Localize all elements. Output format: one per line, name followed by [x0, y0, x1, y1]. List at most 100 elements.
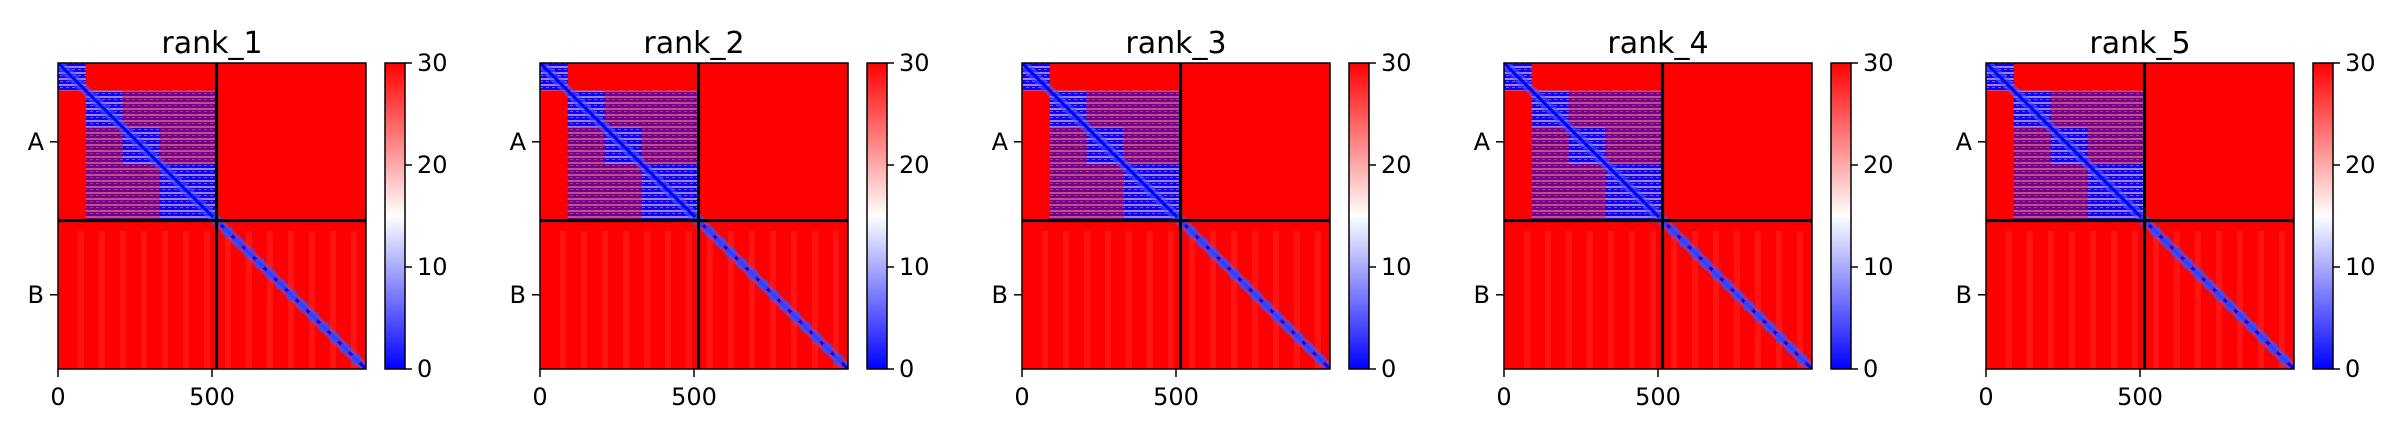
- colorbar-tick-label: 20: [2345, 151, 2376, 179]
- chain-b-diagonal-block: [255, 258, 265, 268]
- heatmap-noise-band: [728, 231, 734, 369]
- x-tick-label: 500: [2117, 383, 2163, 411]
- x-tick-label: 0: [1496, 383, 1511, 411]
- heatmap-noise-band: [2048, 231, 2054, 369]
- chain-b-diagonal-block: [790, 311, 800, 321]
- panel-4: rank_4 A B 0 500 0 10 20 30: [1474, 26, 1894, 411]
- colorbar-tick-label: 10: [2345, 253, 2376, 281]
- heatmap-noise-band: [1524, 231, 1530, 369]
- heatmap-noise-band: [1650, 231, 1656, 369]
- heatmap-noise-band: [183, 231, 189, 369]
- heatmap-noise-band: [141, 231, 147, 369]
- colorbar-tick-label: 30: [1863, 49, 1894, 77]
- heatmap-noise-band: [665, 231, 671, 369]
- chain-b-diagonal-block: [1229, 269, 1239, 279]
- colorbar-tick-label: 0: [899, 355, 914, 383]
- chain-b-diagonal-block: [2236, 311, 2246, 321]
- inter-domain-patch: [604, 163, 642, 221]
- chain-b-diagonal-block: [1765, 322, 1775, 332]
- heatmap-noise-band: [78, 231, 84, 369]
- chain-b-diagonal-block: [769, 290, 779, 300]
- inter-domain-patch: [1086, 163, 1124, 221]
- chain-b-diagonal-block: [1701, 258, 1711, 268]
- chain-b-diagonal-block: [2257, 333, 2267, 343]
- heatmap-noise-band: [2069, 231, 2075, 369]
- y-tick-label: A: [1956, 128, 1973, 156]
- chain-b-diagonal-block: [833, 354, 843, 364]
- chain-b-diagonal-block: [1754, 311, 1764, 321]
- y-tick-label: B: [28, 281, 44, 309]
- heatmap-matrix: [1504, 63, 1812, 369]
- inter-domain-patch: [122, 90, 160, 128]
- chain-b-diagonal-block: [276, 280, 286, 290]
- chain-b-diagonal-block: [1219, 258, 1229, 268]
- panel-title: rank_1: [161, 26, 262, 61]
- heatmap-noise-band: [2153, 231, 2159, 369]
- chain-b-diagonal-block: [2172, 248, 2182, 258]
- heatmap-noise-band: [707, 231, 713, 369]
- chain-b-diagonal-block: [1293, 333, 1303, 343]
- heatmap-noise-band: [1315, 231, 1321, 369]
- panel-title: rank_5: [2089, 26, 2190, 61]
- chain-b-diagonal-block: [726, 248, 736, 258]
- x-tick-label: 500: [1635, 383, 1681, 411]
- chain-b-diagonal-block: [1743, 301, 1753, 311]
- inter-domain-patch: [1568, 90, 1606, 128]
- panel-title: rank_2: [643, 26, 744, 61]
- y-tick-label: B: [1956, 281, 1972, 309]
- y-tick-label: A: [1474, 128, 1491, 156]
- chain-b-diagonal-block: [1208, 248, 1218, 258]
- chain-b-diagonal-block: [319, 322, 329, 332]
- chain-b-diagonal-block: [1797, 354, 1807, 364]
- heatmap-noise-band: [1713, 231, 1719, 369]
- chain-b-diagonal-block: [308, 311, 318, 321]
- colorbar-tick-label: 0: [417, 355, 432, 383]
- chain-b-diagonal-block: [244, 248, 254, 258]
- inter-domain-patch: [85, 127, 123, 164]
- heatmap-noise-band: [560, 231, 566, 369]
- heatmap-noise-band: [267, 231, 273, 369]
- heatmap-noise-band: [1566, 231, 1572, 369]
- heatmap-matrix: [58, 63, 366, 369]
- heatmap-noise-band: [812, 231, 818, 369]
- heatmap-noise-band: [1692, 231, 1698, 369]
- chain-b-diagonal-block: [1304, 343, 1314, 353]
- heatmap-noise-band: [2027, 231, 2033, 369]
- chain-b-diagonal-block: [1272, 311, 1282, 321]
- x-tick-label: 0: [50, 383, 65, 411]
- panel-5: rank_5 A B 0 500 0 10 20 30: [1956, 26, 2376, 411]
- inter-domain-patch: [2087, 127, 2145, 164]
- inter-domain-patch: [567, 163, 605, 221]
- colorbar: [1830, 62, 1852, 370]
- chain-b-diagonal-block: [1711, 269, 1721, 279]
- chain-b-diagonal-block: [2279, 354, 2289, 364]
- colorbar: [866, 62, 888, 370]
- colorbar-tick-label: 30: [417, 49, 448, 77]
- panel-2: rank_2 A B 0 500 0 10 20 30: [510, 26, 930, 411]
- chain-b-diagonal-block: [758, 280, 768, 290]
- colorbar-tick-label: 30: [899, 49, 930, 77]
- heatmap-noise-band: [2111, 231, 2117, 369]
- heatmap-noise-band: [833, 231, 839, 369]
- inter-domain-patch: [1123, 127, 1181, 164]
- heatmap-noise-band: [2174, 231, 2180, 369]
- inter-domain-patch: [1086, 90, 1124, 128]
- chain-b-diagonal-block: [1786, 343, 1796, 353]
- y-tick-label: B: [992, 281, 1008, 309]
- chain-b-diagonal-block: [351, 354, 361, 364]
- x-tick-label: 0: [1978, 383, 1993, 411]
- colorbar-tick-label: 10: [899, 253, 930, 281]
- heatmap-noise-band: [330, 231, 336, 369]
- heatmap-noise-band: [1189, 231, 1195, 369]
- colorbar-tick-label: 20: [1381, 151, 1412, 179]
- heatmap-noise-band: [1126, 231, 1132, 369]
- chain-b-diagonal-block: [1690, 248, 1700, 258]
- chain-b-diagonal-block: [297, 301, 307, 311]
- heatmap-noise-band: [1147, 231, 1153, 369]
- inter-domain-patch: [604, 90, 642, 128]
- colorbar-tick-label: 0: [2345, 355, 2360, 383]
- inter-domain-patch: [1605, 127, 1663, 164]
- heatmap-noise-band: [1105, 231, 1111, 369]
- y-tick-label: A: [510, 128, 527, 156]
- chain-b-diagonal-block: [801, 322, 811, 332]
